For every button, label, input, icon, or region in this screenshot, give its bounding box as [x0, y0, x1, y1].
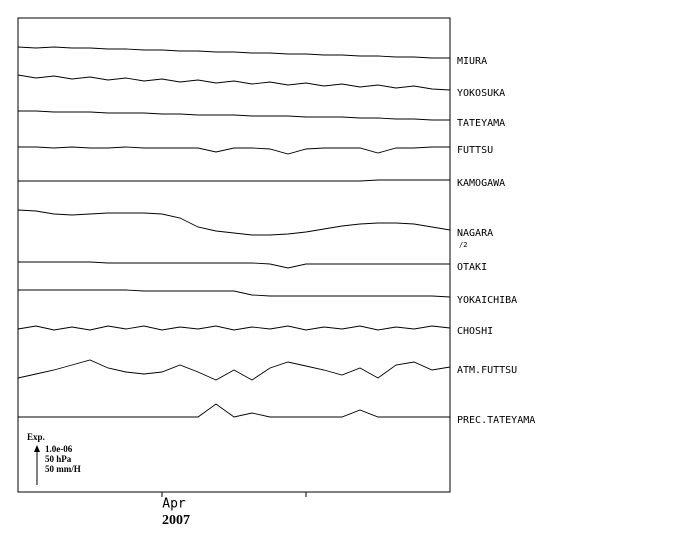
trace	[18, 261, 450, 269]
trace	[18, 179, 450, 182]
x-tick-label: Apr	[162, 497, 186, 512]
trace-label: TATEYAMA	[457, 118, 505, 129]
trace	[18, 289, 451, 298]
trace	[17, 209, 451, 236]
trace	[18, 110, 450, 121]
year-label: 2007	[162, 513, 190, 528]
trace-note: /2	[459, 241, 467, 249]
trace-label: MIURA	[457, 56, 487, 67]
trace	[17, 74, 451, 91]
trace-label: YOKOSUKA	[457, 88, 505, 99]
trace	[18, 403, 450, 418]
scale-line: 1.0e-06	[45, 444, 73, 454]
scale-arrow-head	[34, 445, 40, 452]
trace	[17, 359, 451, 381]
scale-line: 50 hPa	[45, 454, 72, 464]
trace-label: PREC.TATEYAMA	[457, 415, 535, 426]
trace-label: NAGARA	[457, 228, 493, 239]
trace-label: FUTTSU	[457, 145, 493, 156]
trace	[17, 325, 451, 331]
trace-label: KAMOGAWA	[457, 178, 505, 189]
trace-label: ATM.FUTTSU	[457, 365, 517, 376]
frame	[17, 17, 451, 493]
trace-label: OTAKI	[457, 262, 487, 273]
trace	[18, 146, 450, 155]
trace-label: YOKAICHIBA	[457, 295, 517, 306]
trace	[17, 46, 450, 59]
trace-label: CHOSHI	[457, 326, 493, 337]
scale-line: 50 mm/H	[45, 464, 81, 474]
scale-title: Exp.	[27, 432, 45, 442]
